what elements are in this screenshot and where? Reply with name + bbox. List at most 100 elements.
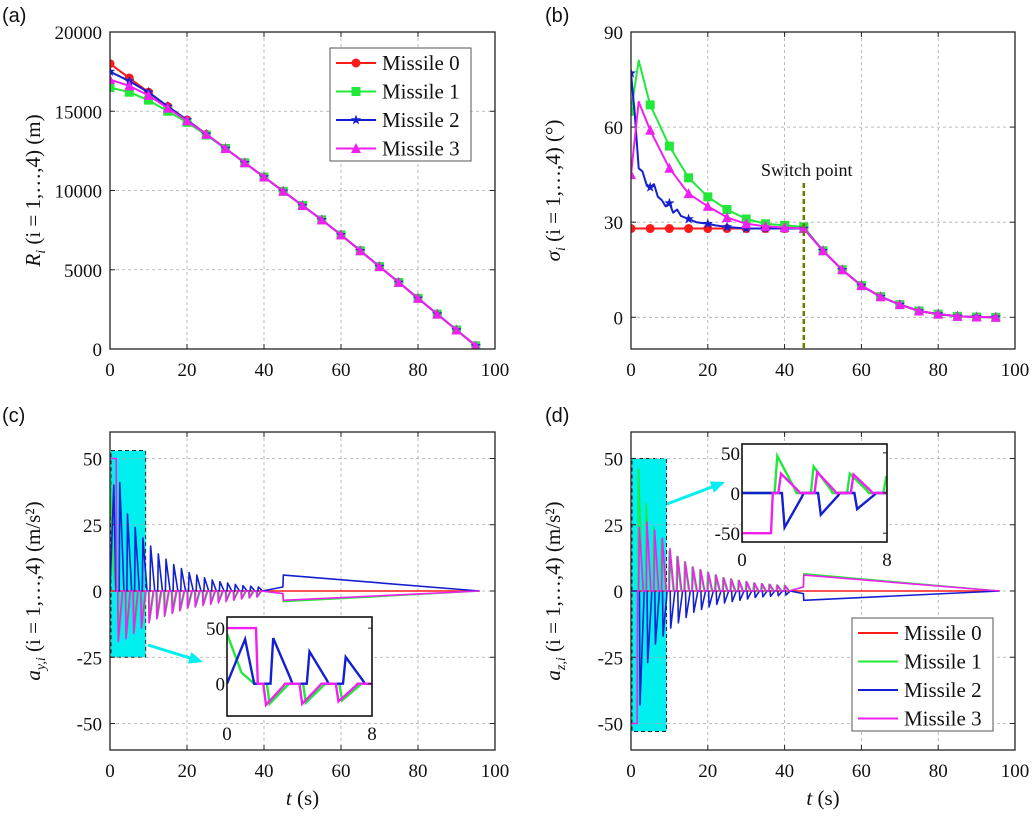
- data-point-marker: [278, 185, 289, 196]
- x-tick-label: 100: [1001, 360, 1030, 381]
- y-label-symbol: a: [541, 670, 565, 681]
- panel-a: (a) 0 20 40 60 80 100 0 5000 10000 15000 20000 Ri (i…: [2, 5, 509, 381]
- data-point-marker: [631, 67, 637, 78]
- y-label-subscript: i: [34, 250, 49, 254]
- data-point-marker: [683, 213, 694, 224]
- series-group: [110, 59, 481, 349]
- data-point-marker: [702, 200, 713, 211]
- data-point-marker: [182, 115, 192, 126]
- x-axis-label: t (s): [806, 786, 839, 810]
- data-point-marker: [664, 224, 674, 234]
- data-point-marker: [645, 124, 656, 135]
- y-label-subscript: y,i: [34, 657, 49, 672]
- data-point-marker: [413, 292, 423, 303]
- zoom-arrow-head: [187, 652, 203, 664]
- x-tick-label: 80: [409, 761, 428, 782]
- y-label-text: (i = 1,…,4) (m/s²): [541, 501, 565, 657]
- inset-x-tick-label: 8: [367, 724, 377, 745]
- inset-plot: 0 8 -50 0 50: [666, 443, 892, 571]
- data-point-marker: [259, 171, 269, 182]
- panel-label: (d): [545, 405, 569, 427]
- data-point-marker: [110, 82, 115, 92]
- y-axis-label: Ri (i = 1,…,4) (m): [21, 114, 49, 267]
- series-line-missile-0: [631, 227, 996, 319]
- legend-marker: [351, 87, 361, 96]
- inset-x-tick-label: 0: [222, 724, 232, 745]
- data-point-marker: [631, 169, 636, 180]
- legend-item: Missile 2: [336, 108, 460, 132]
- data-point-marker: [684, 173, 694, 183]
- y-tick-label: 5000: [64, 261, 102, 282]
- y-tick-label: 10000: [55, 182, 103, 203]
- data-point-marker: [645, 181, 656, 192]
- x-tick-label: 60: [852, 360, 871, 381]
- y-label-text: (i = 1,…,4) (m/s²): [21, 501, 45, 657]
- y-label-text: (i = 1,…,4) (m): [21, 114, 45, 250]
- y-tick-label: 0: [93, 340, 103, 361]
- series-group: [110, 457, 480, 643]
- data-point-marker: [201, 128, 212, 139]
- y-tick-label: 0: [614, 308, 624, 329]
- legend: Missile 0 Missile 1 Missile 2 Missile 3: [329, 47, 472, 162]
- x-tick-label: 60: [332, 360, 351, 381]
- inset-series-line-missile-2: [227, 635, 372, 685]
- x-tick-label: 80: [929, 761, 948, 782]
- axes-frame: [109, 431, 496, 751]
- legend-marker: [351, 58, 361, 68]
- inset-series-line-missile-1: [742, 451, 887, 495]
- data-point-marker: [143, 89, 154, 100]
- x-tick-label: 20: [178, 761, 197, 782]
- data-point-marker: [798, 223, 809, 234]
- data-point-marker: [664, 197, 675, 208]
- y-label-symbol: σ: [541, 249, 565, 261]
- legend-label: Missile 0: [382, 51, 460, 75]
- data-point-marker: [355, 245, 366, 256]
- x-tick-label: 40: [255, 761, 274, 782]
- data-point-marker: [683, 188, 694, 199]
- data-point-marker: [645, 224, 655, 234]
- legend-label: Missile 1: [382, 80, 460, 104]
- data-point-marker: [837, 264, 848, 275]
- x-tick-label: 100: [481, 360, 510, 381]
- y-label-subscript: i: [554, 247, 569, 251]
- x-label-unit: (s): [812, 786, 839, 810]
- data-point-marker: [933, 308, 944, 319]
- y-axis-label: az,i (i = 1,…,4) (m/s²): [541, 501, 569, 680]
- x-tick-label: 0: [105, 360, 115, 381]
- y-label-subscript: z,i: [554, 657, 569, 671]
- data-point-marker: [664, 162, 675, 173]
- y-tick-label: 0: [614, 582, 624, 603]
- data-point-marker: [703, 192, 713, 202]
- y-label-symbol: a: [21, 670, 45, 681]
- y-tick-label: 0: [93, 582, 103, 603]
- series-line-missile-2: [631, 590, 1000, 706]
- data-point-marker: [818, 245, 828, 256]
- y-tick-label: -25: [598, 648, 623, 669]
- inset-y-tick-label: 50: [206, 619, 225, 640]
- x-tick-label: 40: [775, 761, 794, 782]
- data-point-marker: [144, 95, 153, 105]
- data-point-marker: [952, 310, 963, 321]
- legend-item: Missile 0: [858, 621, 982, 645]
- y-tick-label: 20000: [55, 23, 103, 44]
- inset-plot: 0 8 0 50: [147, 616, 377, 745]
- data-point-marker: [684, 224, 694, 234]
- y-tick-label: 30: [604, 213, 623, 234]
- x-tick-label: 60: [332, 761, 351, 782]
- y-label-symbol: R: [21, 254, 45, 268]
- zoom-arrow: [147, 643, 194, 661]
- x-tick-label: 40: [775, 360, 794, 381]
- data-point-marker: [894, 299, 905, 310]
- data-point-marker: [971, 311, 982, 322]
- data-point-marker: [432, 308, 443, 319]
- y-tick-label: 25: [604, 516, 623, 537]
- data-point-marker: [721, 221, 733, 232]
- x-tick-label: 20: [178, 360, 197, 381]
- y-tick-label: 50: [604, 450, 623, 471]
- data-point-marker: [722, 211, 732, 222]
- legend-item: Missile 0: [336, 51, 460, 75]
- panel-label: (b): [545, 5, 569, 27]
- y-tick-label: 60: [604, 118, 623, 139]
- legend-label: Missile 3: [904, 707, 982, 731]
- x-tick-label: 20: [698, 761, 717, 782]
